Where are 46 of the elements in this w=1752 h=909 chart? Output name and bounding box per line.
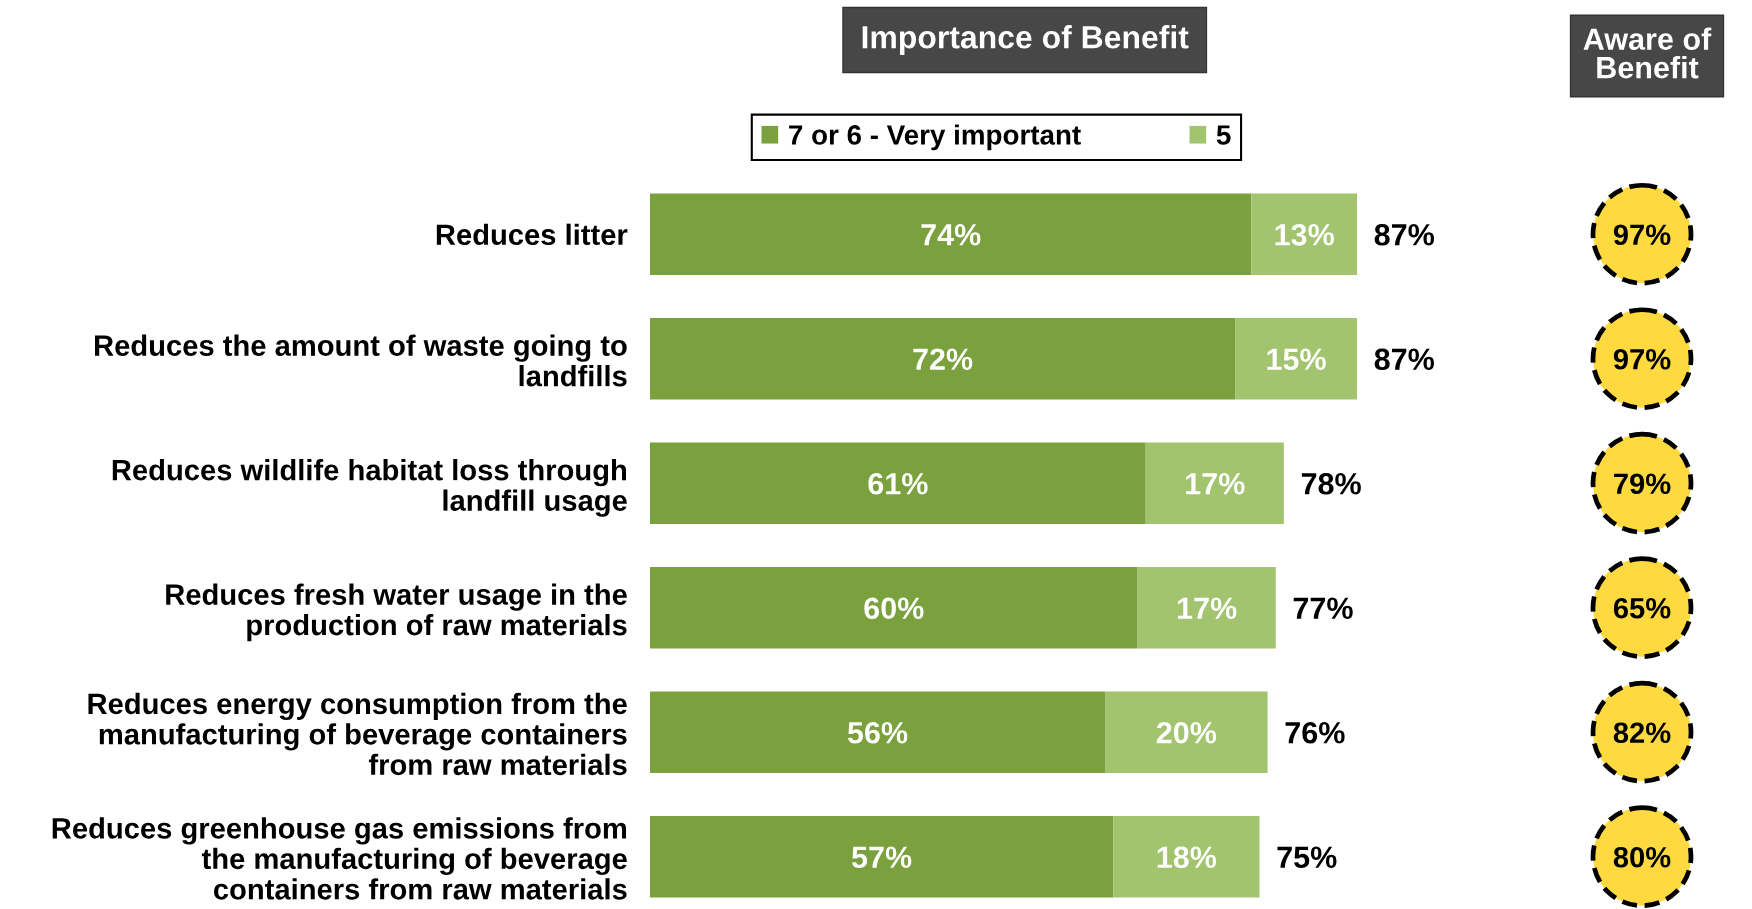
data-label: 17% bbox=[1178, 597, 1237, 620]
y-tick-label: Reduces litter bbox=[436, 223, 628, 246]
data-label: 18% bbox=[1157, 846, 1217, 869]
total-label: 76% bbox=[1285, 721, 1345, 744]
bar bbox=[650, 193, 1252, 276]
text: 97% bbox=[1613, 348, 1671, 370]
y-tick-label: Reduces fresh water usage in the production of raw materials bbox=[166, 583, 627, 642]
bar bbox=[1145, 442, 1284, 524]
total-label: 87% bbox=[1374, 348, 1435, 371]
data-label: 13% bbox=[1275, 223, 1334, 246]
bar bbox=[1113, 815, 1260, 898]
bar bbox=[650, 815, 1114, 898]
total-label: 77% bbox=[1293, 597, 1353, 620]
text: 79% bbox=[1614, 473, 1671, 495]
bar bbox=[650, 566, 1138, 649]
bar bbox=[650, 317, 1236, 400]
chart-title: Importance of Benefit bbox=[862, 25, 1189, 55]
data-label: 57% bbox=[851, 846, 912, 869]
data-label: 17% bbox=[1186, 473, 1245, 495]
data-label: 72% bbox=[913, 348, 973, 371]
data-label: 20% bbox=[1156, 721, 1217, 744]
text: Aware of Benefit bbox=[1583, 27, 1712, 79]
data-label: 60% bbox=[864, 597, 924, 620]
bar bbox=[650, 442, 1146, 524]
total-label: 87% bbox=[1374, 223, 1435, 246]
y-tick-label: Reduces energy consumption from the manufacturing of beverage containers from raw materials bbox=[88, 692, 627, 776]
data-label: 61% bbox=[868, 472, 928, 495]
total-label: 75% bbox=[1277, 846, 1337, 869]
data-label: 56% bbox=[847, 721, 908, 744]
total-label: 78% bbox=[1301, 472, 1361, 495]
text: 97% bbox=[1613, 224, 1671, 246]
text: 65% bbox=[1613, 597, 1671, 619]
bar bbox=[650, 691, 1106, 773]
legend-label: 7 or 6 - Very important bbox=[789, 124, 1081, 151]
data-label: 74% bbox=[921, 224, 981, 246]
y-tick-label: Reduces greenhouse gas emissions from the manufacturing of beverage containers from raw materials bbox=[52, 817, 627, 900]
legend-label: 5 bbox=[1216, 125, 1231, 145]
text: 82% bbox=[1613, 722, 1671, 744]
y-tick-label: Reduces wildlife habitat loss through landfill usage bbox=[112, 459, 627, 517]
bar bbox=[1137, 566, 1276, 649]
bar bbox=[1235, 317, 1357, 400]
bar bbox=[1251, 193, 1357, 276]
data-label: 15% bbox=[1267, 348, 1326, 371]
text: 80% bbox=[1613, 846, 1671, 868]
y-tick-label: Reduces the amount of waste going to landfills bbox=[95, 334, 627, 387]
bar bbox=[1105, 691, 1268, 773]
